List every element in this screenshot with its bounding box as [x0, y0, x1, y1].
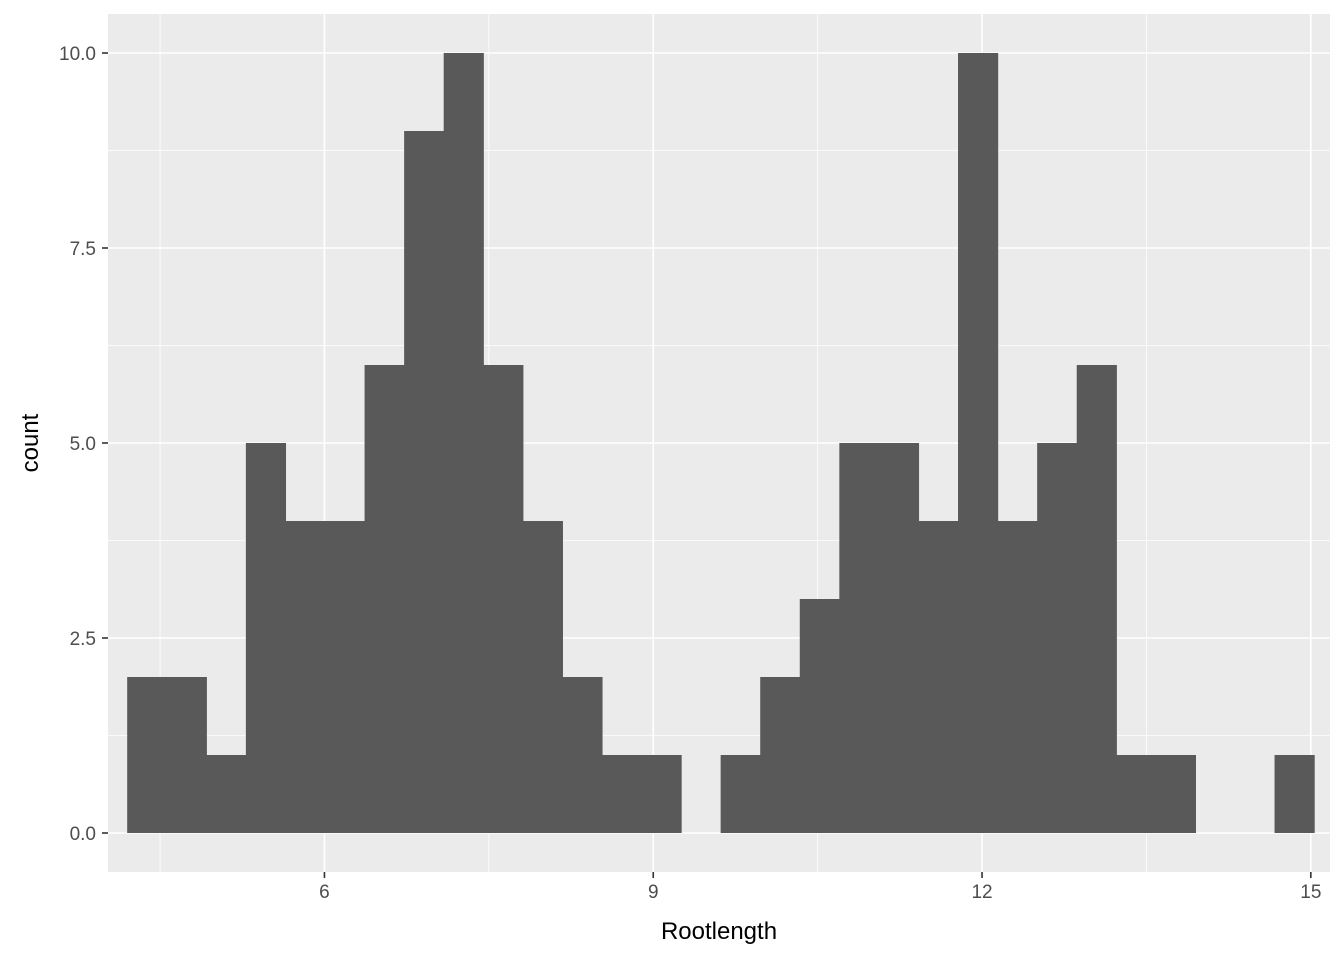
histogram-bar [206, 755, 247, 833]
x-axis: 6 9 12 15 [319, 872, 1321, 903]
histogram-bar [839, 443, 880, 833]
histogram-bar [958, 53, 999, 833]
histogram-bar [760, 677, 801, 833]
histogram-bar [325, 521, 366, 833]
x-tick-label: 15 [1300, 882, 1321, 903]
y-tick-label: 7.5 [70, 239, 96, 260]
histogram-bar [720, 755, 761, 833]
histogram-bar [483, 365, 524, 833]
x-tick-label: 9 [648, 882, 659, 903]
histogram-bar [443, 53, 484, 833]
histogram-bar [127, 677, 168, 833]
y-tick-label: 2.5 [70, 629, 96, 650]
y-tick-label: 5.0 [70, 434, 96, 455]
histogram-bar [166, 677, 207, 833]
y-tick-label: 10.0 [59, 44, 96, 65]
histogram-bar [1076, 365, 1117, 833]
histogram-bar [364, 365, 405, 833]
histogram-bar [918, 521, 959, 833]
histogram-bar [1037, 443, 1078, 833]
histogram-bar [562, 677, 603, 833]
y-axis-title: count [17, 413, 44, 472]
histogram-bar [522, 521, 563, 833]
y-tick-label: 0.0 [70, 824, 96, 845]
histogram-bar [285, 521, 326, 833]
x-axis-title: Rootlength [661, 918, 777, 945]
x-tick-label: 12 [971, 882, 992, 903]
y-axis: 0.0 2.5 5.0 7.5 10.0 [59, 44, 108, 845]
histogram-bars [127, 53, 1315, 833]
histogram-bar [1274, 755, 1315, 833]
histogram-bar [878, 443, 920, 833]
histogram-bar [404, 131, 445, 833]
histogram-bar [1116, 755, 1157, 833]
histogram-bar [997, 521, 1038, 833]
histogram-bar [799, 599, 840, 833]
x-tick-label: 6 [319, 882, 330, 903]
histogram-bar [245, 443, 287, 833]
histogram-bar [1155, 755, 1197, 833]
histogram-bar [641, 755, 682, 833]
histogram-bar [601, 755, 643, 833]
